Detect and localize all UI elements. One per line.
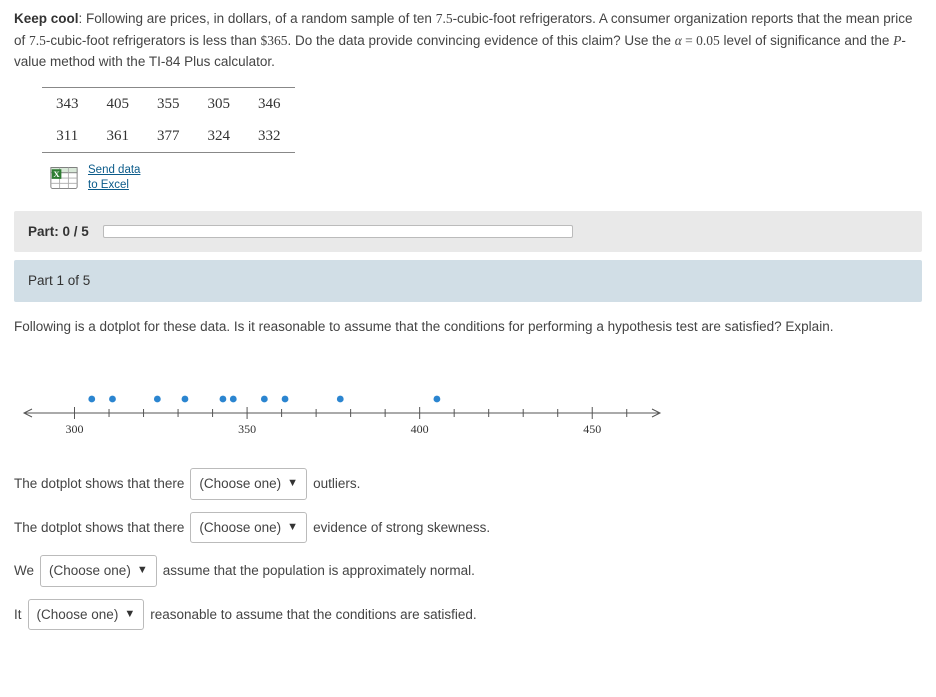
select-assume-normal[interactable]: (Choose one) ▼: [40, 555, 157, 587]
chevron-down-icon: ▼: [124, 606, 135, 624]
select-outliers[interactable]: (Choose one) ▼: [190, 468, 307, 500]
part-progress-label: Part: 0 / 5: [28, 221, 89, 243]
table-cell: 324: [194, 120, 245, 153]
answer-line-2: The dotplot shows that there (Choose one…: [14, 512, 922, 544]
data-table: 343405355305346311361377324332: [42, 87, 922, 153]
progress-track: [103, 225, 573, 238]
send-to-excel-link[interactable]: X Send data to Excel: [50, 163, 922, 193]
table-cell: 343: [42, 87, 93, 120]
chevron-down-icon: ▼: [287, 519, 298, 537]
svg-text:300: 300: [66, 422, 84, 435]
table-cell: 361: [93, 120, 144, 153]
chevron-down-icon: ▼: [137, 562, 148, 580]
table-cell: 332: [244, 120, 295, 153]
dotplot: 300 350 400 450: [22, 355, 922, 442]
select-skewness[interactable]: (Choose one) ▼: [190, 512, 307, 544]
svg-text:450: 450: [583, 422, 601, 435]
part-progress-bar: Part: 0 / 5: [14, 211, 922, 253]
table-cell: 305: [194, 87, 245, 120]
question-text: Following is a dotplot for these data. I…: [14, 316, 922, 338]
answer-line-1: The dotplot shows that there (Choose one…: [14, 468, 922, 500]
svg-text:400: 400: [411, 422, 429, 435]
excel-icon: X: [50, 164, 78, 192]
problem-lead: Keep cool: [14, 11, 79, 26]
chevron-down-icon: ▼: [287, 475, 298, 493]
table-cell: 311: [42, 120, 93, 153]
table-row: 343405355305346: [42, 87, 295, 120]
table-cell: 355: [143, 87, 194, 120]
problem-statement: Keep cool: Following are prices, in doll…: [14, 8, 922, 73]
part-subheader: Part 1 of 5: [14, 260, 922, 302]
table-cell: 405: [93, 87, 144, 120]
svg-text:X: X: [53, 169, 60, 179]
table-row: 311361377324332: [42, 120, 295, 153]
send-to-excel-text: Send data to Excel: [88, 163, 140, 193]
select-reasonable[interactable]: (Choose one) ▼: [28, 599, 145, 631]
answer-line-4: It (Choose one) ▼ reasonable to assume t…: [14, 599, 922, 631]
table-cell: 346: [244, 87, 295, 120]
answer-line-3: We (Choose one) ▼ assume that the popula…: [14, 555, 922, 587]
svg-text:350: 350: [238, 422, 256, 435]
table-cell: 377: [143, 120, 194, 153]
